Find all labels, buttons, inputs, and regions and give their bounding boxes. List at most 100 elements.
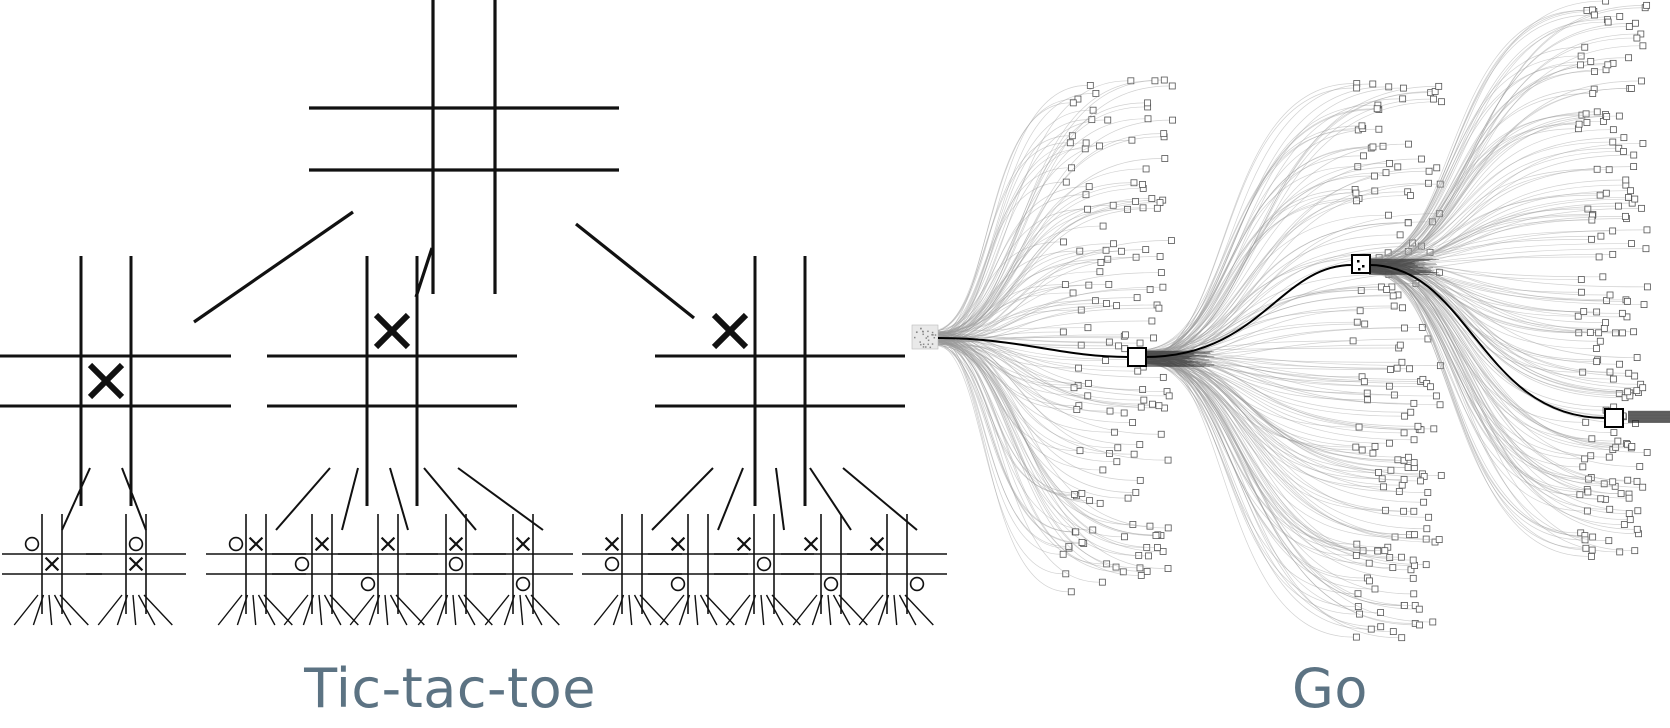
go-edge <box>929 340 1098 504</box>
go-node <box>1609 375 1617 383</box>
go-edge <box>929 119 1089 345</box>
go-edge <box>1136 166 1355 358</box>
go-edge <box>929 102 1071 341</box>
go-edge <box>929 292 1071 335</box>
go-edge <box>929 334 1166 529</box>
go-edge <box>1136 145 1381 360</box>
x-stroke <box>448 536 464 552</box>
go-node <box>1169 116 1176 124</box>
go-node <box>1356 610 1363 618</box>
go-node <box>1584 205 1592 213</box>
fan-line <box>457 594 476 626</box>
go-edge <box>1136 170 1427 360</box>
go-edge <box>1359 268 1577 496</box>
go-edge <box>929 331 1137 445</box>
fan-line <box>53 594 72 626</box>
go-node <box>1602 189 1610 197</box>
go-edge <box>1359 270 1619 494</box>
go-node <box>1406 192 1414 199</box>
go-node <box>1615 390 1623 397</box>
go-level-3 <box>1359 0 1651 560</box>
go-node <box>1436 180 1444 188</box>
go-edge <box>929 331 1166 569</box>
go-node <box>1404 219 1412 227</box>
go-node <box>1416 621 1423 629</box>
fan-line <box>659 594 685 626</box>
x-mark <box>711 312 749 350</box>
go-node <box>1113 458 1121 466</box>
go-node <box>1630 151 1638 159</box>
go-edge <box>929 341 1063 575</box>
expansion-fan <box>13 594 89 626</box>
o-mark <box>823 576 839 592</box>
go-edge <box>1359 19 1605 262</box>
go-node <box>1417 242 1425 250</box>
fan-line <box>395 594 425 626</box>
go-level-1 <box>929 76 1176 596</box>
go-edge <box>1136 357 1391 632</box>
go-node <box>1393 364 1401 372</box>
go-node <box>1145 552 1152 560</box>
go-node <box>1369 449 1377 457</box>
go-node <box>1102 357 1109 364</box>
go-node <box>1146 522 1154 530</box>
go-edge <box>1136 109 1376 351</box>
go-tree <box>911 0 1670 642</box>
go-node <box>1059 550 1067 558</box>
fan-line <box>760 594 765 626</box>
go-node <box>1578 288 1585 296</box>
go-root-texture <box>931 334 933 336</box>
go-node <box>1129 419 1137 426</box>
go-edge <box>929 340 1090 531</box>
go-edge <box>1359 269 1583 423</box>
go-node <box>1378 475 1386 483</box>
go-edge <box>929 208 1085 341</box>
go-edge <box>929 300 1093 345</box>
go-node <box>1424 489 1432 496</box>
go-node <box>1383 286 1391 293</box>
go-node <box>1089 106 1097 114</box>
go-node <box>1381 547 1389 555</box>
go-edge <box>929 336 1145 572</box>
go-node <box>1407 408 1415 416</box>
go-node <box>1398 358 1406 366</box>
x-mark <box>604 536 620 552</box>
go-edge <box>1136 358 1372 590</box>
go-edge <box>1136 166 1395 353</box>
go-edge <box>929 333 1165 392</box>
go-node <box>1082 191 1090 199</box>
go-node <box>1096 499 1104 507</box>
go-node <box>1631 195 1639 203</box>
go-node <box>1086 497 1094 505</box>
go-node <box>1142 165 1150 173</box>
fan-line <box>612 594 625 626</box>
go-node <box>1628 240 1635 247</box>
go-edge <box>929 102 1145 336</box>
go-edge <box>1359 16 1617 262</box>
go-node <box>1371 187 1379 195</box>
go-node <box>1616 13 1624 20</box>
go-edge <box>929 262 1098 335</box>
go-node <box>1066 139 1074 147</box>
go-edge <box>1359 122 1584 264</box>
go-edge <box>929 343 1161 378</box>
tree-edge <box>121 467 147 531</box>
go-edge <box>1359 266 1635 482</box>
go-edge <box>929 335 1122 538</box>
go-node <box>1153 544 1161 551</box>
go-node <box>1363 389 1371 397</box>
go-node <box>1401 324 1408 332</box>
go-edge <box>929 199 1160 338</box>
go-node <box>1423 525 1431 533</box>
go-node <box>1605 453 1613 461</box>
go-edge <box>1359 5 1644 271</box>
go-edge <box>1136 190 1372 357</box>
go-edge <box>929 297 1135 343</box>
go-node <box>1144 99 1151 107</box>
go-edge <box>1359 270 1588 457</box>
go-node <box>1365 559 1373 567</box>
go-node <box>1418 323 1426 331</box>
go-node <box>1640 301 1648 308</box>
go-edge <box>929 336 1151 339</box>
x-mark <box>87 362 125 400</box>
